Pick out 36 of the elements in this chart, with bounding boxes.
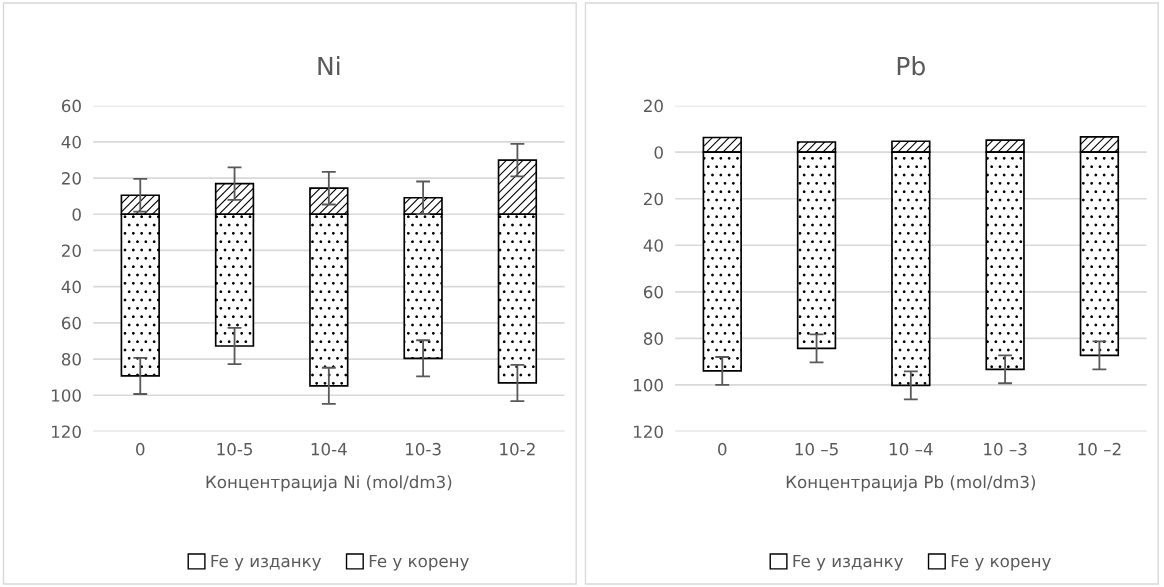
legend-label: Fe у изданку <box>793 554 904 571</box>
y-tick-label: 120 <box>52 425 81 439</box>
x-tick-label: 0 <box>136 442 145 456</box>
chart-title: Ni <box>318 56 340 76</box>
x-axis-title: Концентрација Pb (mol/dm3) <box>786 475 1036 492</box>
y-tick-label: 40 <box>61 280 81 294</box>
x-tick-label: 10 –3 <box>984 442 1027 456</box>
legend-label: Fe у корену <box>369 554 469 571</box>
y-tick-label: 80 <box>643 332 663 345</box>
legend-label: Fe у изданку <box>211 554 322 571</box>
y-tick-label: 0 <box>654 146 663 159</box>
x-tick-label: 10-3 <box>406 442 441 456</box>
y-tick-label: 20 <box>644 99 663 113</box>
x-tick-label: 10-4 <box>311 442 347 456</box>
y-tick-label: 20 <box>62 172 81 185</box>
y-tick-label: 40 <box>643 239 663 252</box>
y-tick-label: 20 <box>644 192 663 206</box>
y-tick-label: 120 <box>634 425 663 439</box>
x-axis-title: Концентрација Ni (mol/dm3) <box>206 475 452 492</box>
y-tick-label: 20 <box>62 244 81 258</box>
y-tick-label: 60 <box>643 285 663 299</box>
y-tick-label: 100 <box>52 389 81 402</box>
y-tick-label: 60 <box>61 99 81 113</box>
x-tick-label: 10 –4 <box>889 442 933 456</box>
y-tick-label: 100 <box>634 378 663 392</box>
x-tick-label: 0 <box>718 442 727 456</box>
y-tick-label: 60 <box>61 316 81 330</box>
y-tick-label: 80 <box>61 353 81 366</box>
x-tick-label: 10 –2 <box>1078 442 1121 456</box>
x-tick-label: 10 –5 <box>795 442 838 456</box>
y-tick-label: 40 <box>61 135 81 149</box>
y-tick-label: 0 <box>72 208 81 221</box>
chart-title: Pb <box>897 56 925 76</box>
x-tick-label: 10-5 <box>217 442 252 456</box>
x-tick-label: 10-2 <box>500 442 535 456</box>
legend-label: Fe у корену <box>951 554 1051 571</box>
